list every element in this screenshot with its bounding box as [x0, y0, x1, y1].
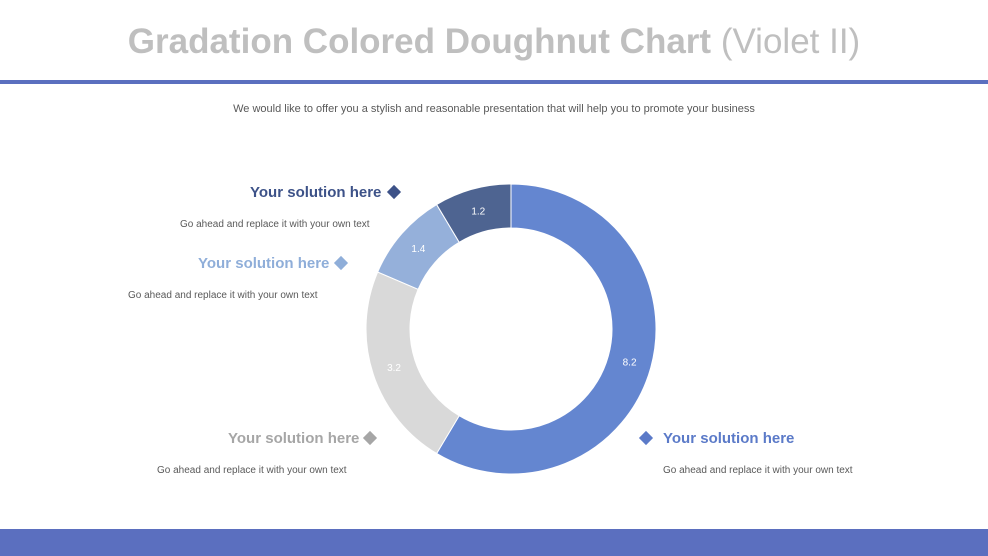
page-title: Gradation Colored Doughnut Chart (Violet…	[0, 22, 988, 62]
callout-2-text: Go ahead and replace it with your own te…	[128, 290, 318, 301]
data-label-1: 8.2	[623, 358, 637, 369]
footer-bar	[0, 529, 988, 556]
callout-3-text: Go ahead and replace it with your own te…	[157, 465, 347, 476]
callout-2: Your solution here	[198, 255, 329, 272]
data-label-3: 1.4	[411, 244, 425, 255]
subtitle: We would like to offer you a stylish and…	[233, 103, 755, 115]
title-divider	[0, 80, 988, 84]
doughnut-slice-4	[435, 183, 512, 243]
callout-3-heading: Your solution here	[228, 430, 360, 447]
data-label-2: 3.2	[387, 363, 401, 374]
data-label-4: 1.2	[471, 206, 485, 217]
doughnut-slice-2	[365, 271, 460, 455]
callout-4-text: Go ahead and replace it with your own te…	[663, 465, 853, 476]
doughnut-slice-1	[435, 183, 657, 475]
callout-1-text: Go ahead and replace it with your own te…	[180, 219, 370, 230]
callout-4: Your solution here	[663, 430, 794, 447]
callout-3: Your solution here	[228, 430, 359, 447]
title-suffix: (Violet II)	[720, 22, 861, 61]
callout-1-heading: Your solution here	[250, 184, 382, 201]
callout-1: Your solution here	[250, 184, 381, 201]
callout-4-heading: Your solution here	[663, 430, 795, 447]
title-main: Gradation Colored Doughnut Chart	[127, 22, 712, 61]
callout-2-heading: Your solution here	[198, 255, 330, 272]
